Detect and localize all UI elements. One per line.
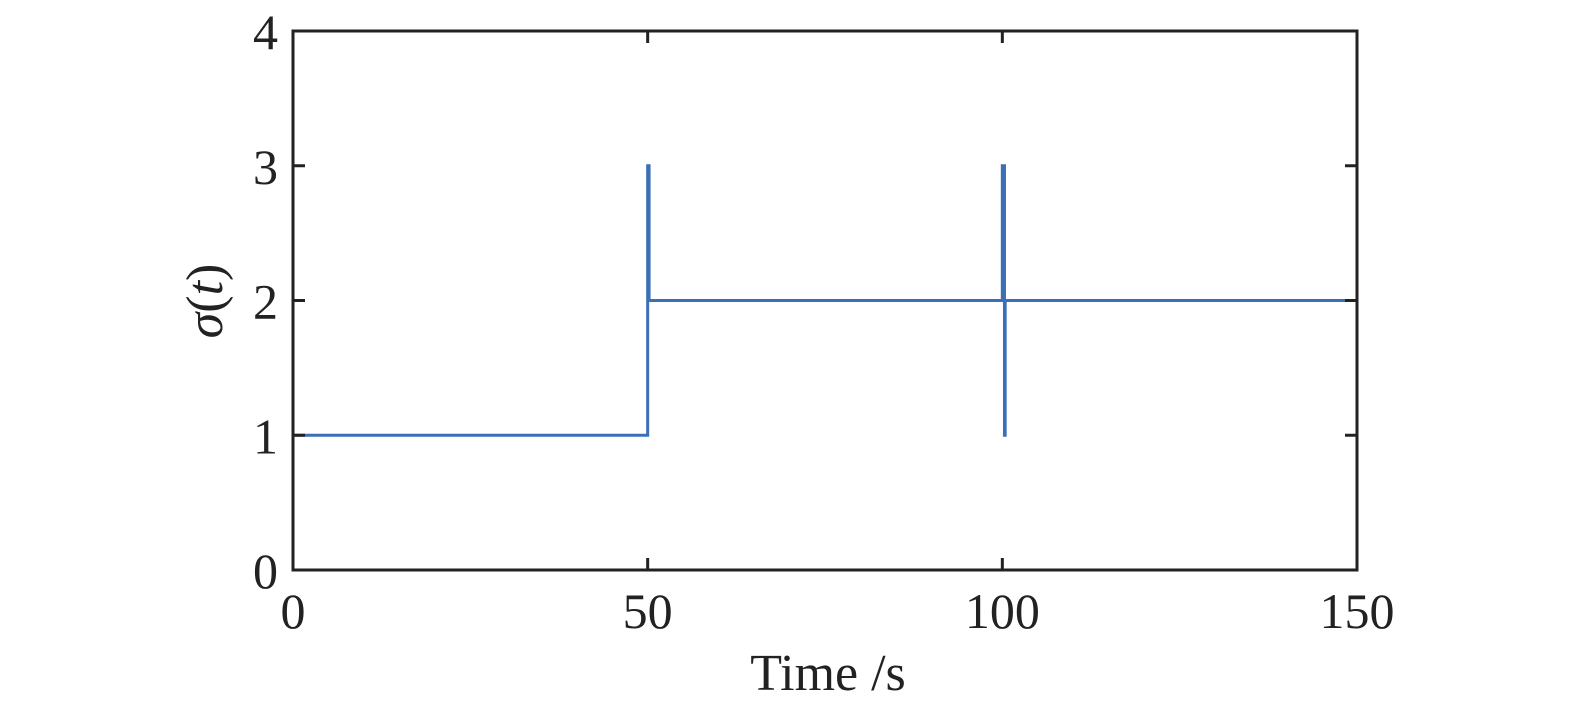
y-tick-label-1: 1	[253, 408, 278, 464]
x-tick-label-0: 0	[281, 583, 306, 639]
x-tick-label-100: 100	[965, 583, 1040, 639]
y-axis-label: σ(t)	[177, 264, 234, 339]
x-axis-label: Time /s	[750, 645, 906, 702]
y-axis-label-open-paren: (	[177, 295, 234, 312]
series-line-0	[293, 164, 1357, 437]
x-tick-label-150: 150	[1320, 583, 1395, 639]
axes-frame	[291, 29, 1359, 572]
x-tick-label-50: 50	[623, 583, 673, 639]
y-axis-label-symbol: σ	[177, 310, 234, 338]
plot-area	[293, 164, 1357, 437]
y-axis-label-variable: t	[177, 279, 234, 295]
y-tick-label-4: 4	[253, 4, 278, 60]
y-axis-label-close-paren: )	[177, 264, 234, 281]
y-tick-label-2: 2	[253, 274, 278, 330]
y-tick-label-3: 3	[253, 139, 278, 195]
tick-labels: 0 50 100 150 0 1 2 3 4	[253, 4, 1395, 639]
y-tick-label-0: 0	[253, 543, 278, 599]
